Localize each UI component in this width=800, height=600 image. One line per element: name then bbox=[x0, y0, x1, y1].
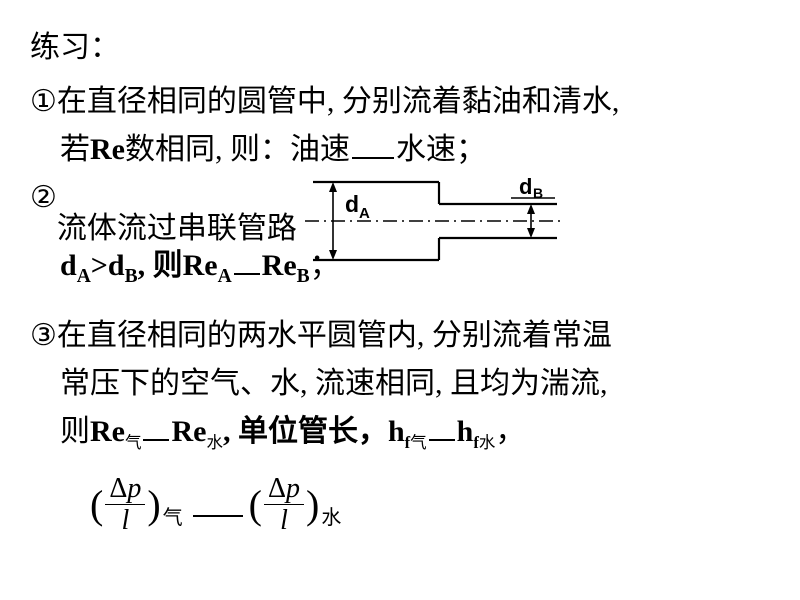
item-3-num: ③ bbox=[30, 312, 57, 360]
item-3-prefix: 则 bbox=[60, 415, 90, 448]
item-2-db-sub: B bbox=[125, 266, 138, 287]
item-3-hfw-sub: 水 bbox=[479, 433, 496, 452]
frac-bot-2: l bbox=[276, 506, 292, 535]
item-3-mid: , 单位管长， bbox=[223, 415, 388, 448]
item-3-hfw: h bbox=[457, 415, 474, 448]
item-2-mid: , 则 bbox=[138, 249, 183, 282]
item-3-rew-sub: 水 bbox=[206, 433, 223, 452]
frac-sub-water: 水 bbox=[321, 502, 341, 534]
item-2-rea: Re bbox=[183, 249, 218, 282]
item-3-rew: Re bbox=[171, 415, 206, 448]
svg-text:A: A bbox=[359, 205, 370, 222]
item-2-num: ② bbox=[30, 174, 57, 222]
item-1-line2-prefix: 若 bbox=[60, 133, 90, 166]
item-1-line2: 若Re数相同, 则：油速 水速； bbox=[30, 126, 770, 174]
item-1-line1: 在直径相同的圆管中, 分别流着黏油和清水, bbox=[57, 78, 770, 126]
item-1-line2-mid: 数相同, 则：油速 bbox=[125, 133, 350, 166]
svg-text:d: d bbox=[345, 191, 359, 217]
item-3-reg: Re bbox=[90, 415, 125, 448]
svg-text:d: d bbox=[519, 174, 532, 199]
item-2-da-sub: A bbox=[77, 266, 91, 287]
blank-5 bbox=[193, 493, 243, 517]
item-2-da: d bbox=[60, 249, 77, 282]
exercise-title: 练习： bbox=[30, 24, 770, 72]
formula-row: ( Δp l ) 气 ( Δp l ) 水 bbox=[30, 474, 770, 536]
item-2-reb-sub: B bbox=[297, 266, 310, 287]
blank-2 bbox=[234, 246, 260, 275]
item-3-suffix: ， bbox=[495, 415, 525, 448]
item-1-num: ① bbox=[30, 78, 57, 126]
item-1-re: Re bbox=[90, 133, 125, 166]
item-3-hfg-sub: 气 bbox=[410, 433, 427, 452]
item-2-reb: Re bbox=[262, 249, 297, 282]
item-3-line2: 常压下的空气、水, 流速相同, 且均为湍流, bbox=[30, 360, 770, 408]
item-2-gt: >d bbox=[91, 249, 125, 282]
item-3-line3: 则Re气Re水, 单位管长，hf气hf水， bbox=[30, 408, 770, 456]
item-1: ① 在直径相同的圆管中, 分别流着黏油和清水, bbox=[30, 78, 770, 126]
blank-4 bbox=[429, 412, 455, 441]
pipe-diagram: d A d B bbox=[305, 174, 563, 284]
frac-sub-gas: 气 bbox=[163, 502, 183, 534]
svg-text:B: B bbox=[533, 185, 543, 201]
blank-1 bbox=[352, 130, 394, 159]
frac-water: ( Δp l ) bbox=[249, 474, 320, 536]
item-1-line2-suffix: 水速； bbox=[396, 133, 486, 166]
item-3-hfg: h bbox=[388, 415, 405, 448]
item-3: ③ 在直径相同的两水平圆管内, 分别流着常温 bbox=[30, 312, 770, 360]
item-2-suffix: ； bbox=[310, 249, 340, 282]
frac-gas: ( Δp l ) bbox=[90, 474, 161, 536]
item-2-rea-sub: A bbox=[218, 266, 232, 287]
item-3-reg-sub: 气 bbox=[125, 433, 142, 452]
item-3-line1: 在直径相同的两水平圆管内, 分别流着常温 bbox=[57, 312, 770, 360]
frac-bot-1: l bbox=[117, 506, 133, 535]
blank-3 bbox=[143, 412, 169, 441]
